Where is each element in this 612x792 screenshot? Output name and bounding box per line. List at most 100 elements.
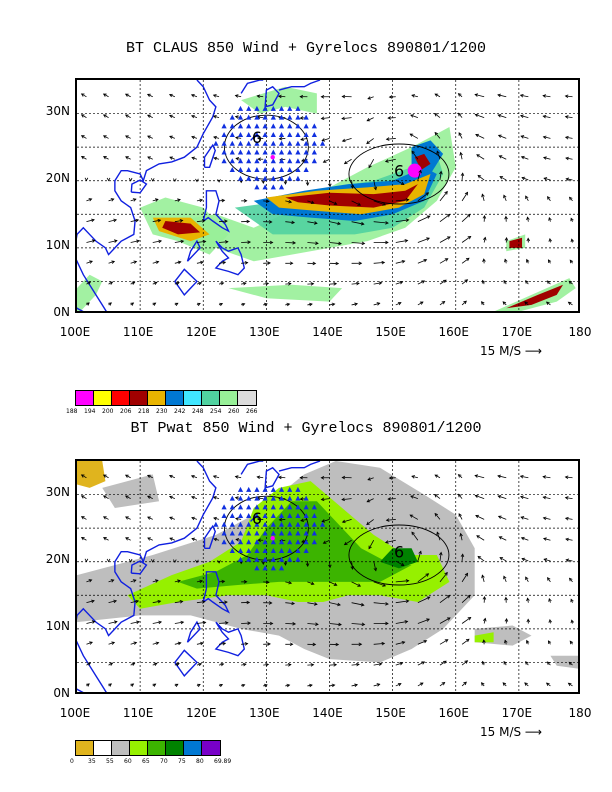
- lat-label: 10N: [45, 237, 70, 252]
- colorbar-label: 242: [174, 408, 186, 415]
- cloud-band: [77, 274, 103, 311]
- colorbar-label: 260: [228, 408, 240, 415]
- gyre-marker-text: 6: [252, 128, 262, 147]
- lat-label: 20N: [45, 170, 70, 185]
- gyre-marker-text: 6: [252, 509, 262, 528]
- colorbar-label: 266: [246, 408, 258, 415]
- colorbar-swatch: [148, 741, 166, 755]
- colorbar-swatch: [130, 391, 148, 405]
- claus-map-svg: 66: [77, 80, 578, 311]
- lon-label: 100E: [59, 325, 91, 339]
- field-shading: [77, 86, 576, 311]
- pwat-region: [550, 655, 578, 669]
- colorbar-label: 218: [138, 408, 150, 415]
- lon-label: 130E: [249, 325, 280, 339]
- panel-1-title: BT CLAUS 850 Wind + Gyrelocs 890801/1200: [125, 40, 487, 57]
- colorbar-swatch: [76, 391, 94, 405]
- colorbar-label: 200: [102, 408, 114, 415]
- lat-label: 0N: [53, 305, 70, 319]
- colorbar-label: 0: [70, 758, 74, 765]
- lon-label: 170E: [501, 706, 533, 720]
- coastlines: [77, 80, 321, 311]
- colorbar-swatch: [166, 391, 184, 405]
- lon-label: 110E: [122, 706, 154, 720]
- grid-lines: [77, 461, 578, 692]
- lon-label: 130E: [249, 706, 280, 720]
- coastlines: [77, 461, 321, 692]
- colorbar-swatch: [94, 741, 112, 755]
- lon-label: 150E: [375, 325, 406, 339]
- cloud-band: [241, 86, 317, 114]
- colorbar-swatch: [184, 391, 202, 405]
- gyre-center-marker: [270, 536, 275, 541]
- colorbar-label: 254: [210, 408, 222, 415]
- lat-label: 30N: [45, 103, 70, 118]
- colorbar-swatch: [94, 391, 112, 405]
- cloud-band: [162, 221, 201, 235]
- colorbar-label: 248: [192, 408, 204, 415]
- claus-colorbar: [75, 390, 257, 406]
- lon-label: 160E: [438, 325, 470, 339]
- colorbar-swatch: [112, 741, 130, 755]
- lon-label: 170E: [501, 325, 533, 339]
- colorbar-label: 69.89: [214, 758, 232, 765]
- gyre-location-triangles: [213, 486, 326, 571]
- lon-label: 120E: [186, 325, 217, 339]
- claus-colorbar-labels: 188 194 200 206 218 230 242 248 254 260 266: [66, 408, 264, 415]
- lat-label: 0N: [53, 686, 70, 700]
- cloud-band: [228, 284, 343, 302]
- ref-vector-label: 15 M/S ⟶: [480, 725, 543, 739]
- pwat-region: [102, 474, 160, 508]
- panel-2-title: BT Pwat 850 Wind + Gyrelocs 890801/1200: [130, 420, 482, 437]
- colorbar-swatch: [220, 391, 238, 405]
- cloud-band: [285, 184, 418, 208]
- wind-vectors: [80, 93, 575, 307]
- colorbar-swatch: [184, 741, 202, 755]
- pwat-region: [77, 461, 106, 488]
- lon-label: 180: [568, 706, 592, 720]
- colorbar-label: 75: [178, 758, 186, 765]
- lat-label: 20N: [45, 551, 70, 566]
- cloud-band: [495, 278, 576, 311]
- colorbar-swatch: [238, 391, 256, 405]
- gyre-marker-text: 6: [394, 543, 404, 562]
- colorbar-swatch: [166, 741, 184, 755]
- cloud-band: [506, 284, 564, 309]
- gyre-marker-text: 6: [394, 162, 404, 181]
- colorbar-label: 194: [84, 408, 96, 415]
- colorbar-label: 60: [124, 758, 132, 765]
- lon-label: 150E: [375, 706, 406, 720]
- lat-label: 30N: [45, 484, 70, 499]
- lon-label: 100E: [59, 706, 91, 720]
- colorbar-label: 55: [106, 758, 114, 765]
- colorbar-swatch: [76, 741, 94, 755]
- wind-vectors: [80, 474, 575, 688]
- lon-label: 160E: [438, 706, 470, 720]
- colorbar-label: 80: [196, 758, 204, 765]
- colorbar-swatch: [148, 391, 166, 405]
- gyre-center-marker: [270, 155, 275, 160]
- lon-label: 110E: [122, 325, 154, 339]
- pwat-region: [474, 632, 494, 643]
- pwat-map-svg: 66: [77, 461, 578, 692]
- colorbar-label: 35: [88, 758, 96, 765]
- cold-top-marker: [407, 163, 422, 178]
- pwat-colorbar: [75, 740, 221, 756]
- colorbar-label: 70: [160, 758, 168, 765]
- colorbar-swatch: [202, 391, 220, 405]
- lon-label: 120E: [186, 706, 217, 720]
- colorbar-label: 188: [66, 408, 78, 415]
- colorbar-swatch: [112, 391, 130, 405]
- cloud-band: [414, 153, 431, 170]
- lon-label: 180: [568, 325, 592, 339]
- lon-label: 140E: [312, 706, 343, 720]
- colorbar-label: 65: [142, 758, 150, 765]
- gyre-location-triangles: [213, 105, 326, 190]
- lon-label: 140E: [312, 325, 343, 339]
- colorbar-swatch: [130, 741, 148, 755]
- colorbar-label: 230: [156, 408, 168, 415]
- pwat-region: [380, 548, 418, 569]
- ref-vector-label: 15 M/S ⟶: [480, 344, 543, 358]
